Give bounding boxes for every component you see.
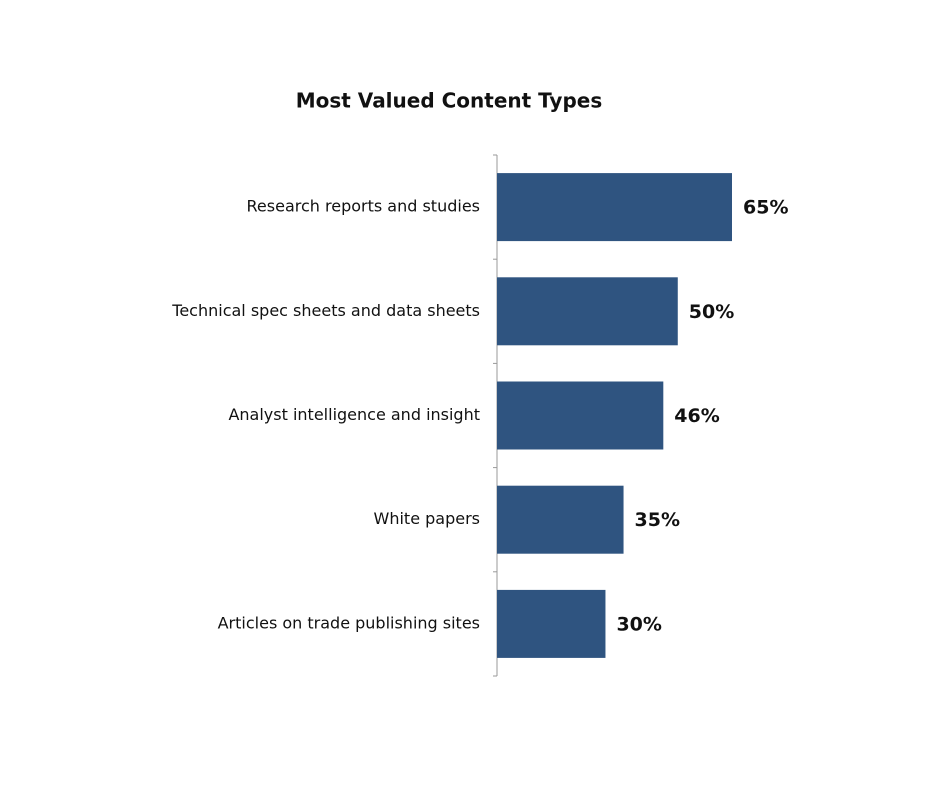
- value-label: 50%: [689, 301, 734, 323]
- chart-title: Most Valued Content Types: [296, 89, 603, 113]
- value-label: 35%: [635, 509, 680, 531]
- bar: [497, 485, 624, 554]
- value-label: 65%: [743, 197, 788, 219]
- bar: [497, 589, 606, 658]
- bar: [497, 173, 732, 242]
- category-label: Analyst intelligence and insight: [228, 405, 480, 424]
- bar: [497, 381, 664, 450]
- category-label: Articles on trade publishing sites: [218, 613, 480, 632]
- bar: [497, 277, 678, 346]
- category-label: White papers: [374, 509, 480, 528]
- value-label: 46%: [674, 405, 719, 427]
- category-label: Technical spec sheets and data sheets: [171, 301, 480, 320]
- category-label: Research reports and studies: [247, 197, 480, 216]
- value-label: 30%: [616, 613, 661, 635]
